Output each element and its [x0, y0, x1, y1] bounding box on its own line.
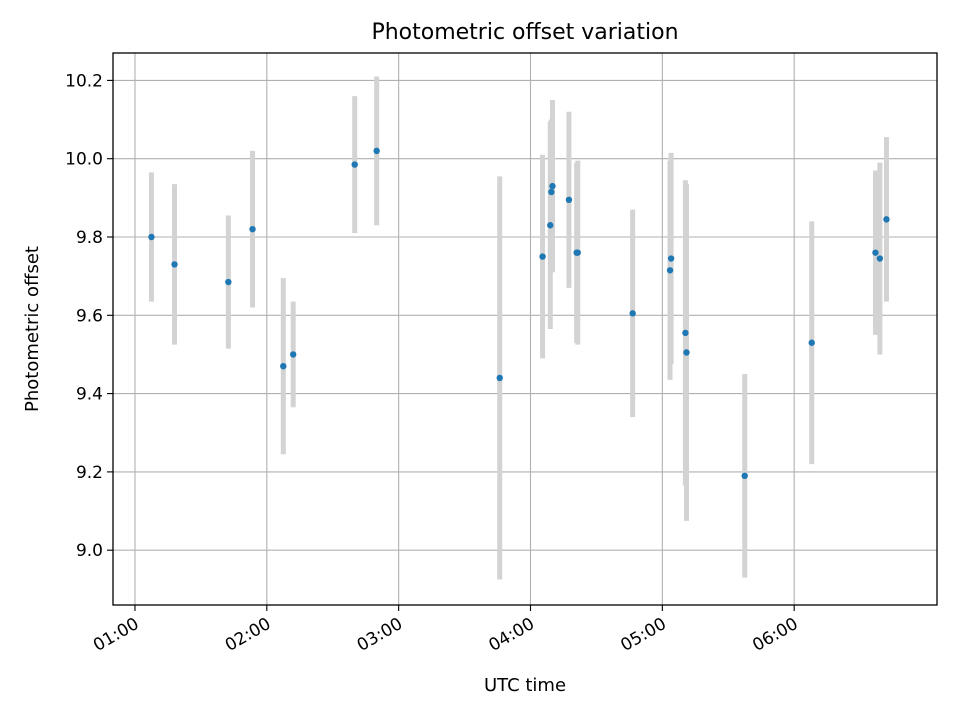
- data-point: [289, 351, 297, 358]
- y-tick-label: 9.2: [76, 463, 103, 483]
- data-point: [683, 349, 690, 356]
- y-tick-label: 9.8: [76, 228, 103, 248]
- data-point: [629, 310, 636, 317]
- y-tick-label: 9.0: [76, 541, 103, 561]
- data-point: [808, 339, 815, 346]
- data-point: [280, 362, 287, 370]
- data-point: [225, 278, 232, 286]
- x-axis-label: UTC time: [484, 675, 566, 696]
- data-point: [741, 472, 748, 480]
- data-point: [496, 374, 503, 382]
- data-point: [666, 267, 674, 274]
- y-tick-label: 10.0: [65, 150, 103, 170]
- data-point: [872, 249, 879, 256]
- plot-frame: [112, 52, 938, 606]
- data-point: [148, 233, 155, 241]
- data-point: [539, 253, 546, 260]
- data-point: [249, 225, 256, 233]
- data-point: [547, 222, 554, 229]
- data-point: [549, 182, 556, 190]
- y-tick-label: 9.4: [76, 385, 103, 405]
- data-point: [565, 196, 573, 204]
- data-point: [876, 255, 884, 262]
- chart-title: Photometric offset variation: [371, 20, 678, 45]
- data-point: [548, 188, 555, 196]
- y-tick-label: 10.2: [65, 71, 103, 91]
- y-axis-label: Photometric offset: [22, 246, 43, 412]
- data-point: [171, 261, 178, 268]
- data-point: [574, 249, 581, 256]
- data-points: [148, 147, 890, 480]
- data-point: [351, 161, 358, 168]
- y-tick-label: 9.6: [76, 306, 103, 326]
- data-point: [682, 329, 689, 337]
- data-point: [667, 255, 675, 262]
- data-point: [883, 216, 890, 223]
- data-point: [373, 147, 380, 155]
